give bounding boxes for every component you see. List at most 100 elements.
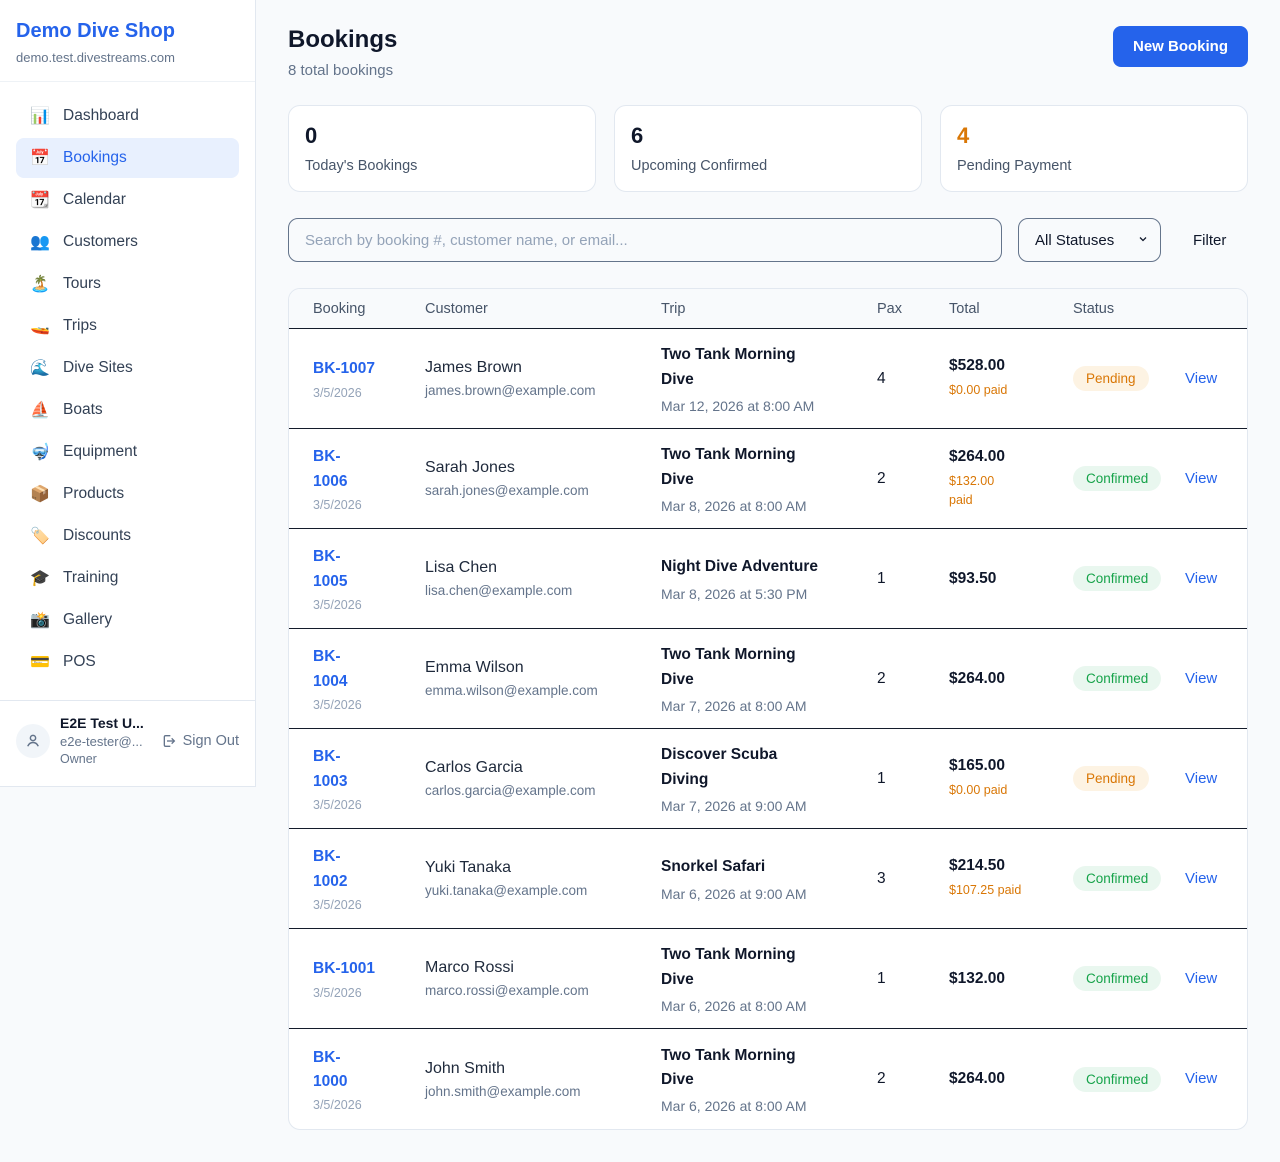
view-link[interactable]: View <box>1185 469 1218 487</box>
trip-name: Two Tank Morning Dive <box>661 446 796 488</box>
trip-datetime: Mar 7, 2026 at 8:00 AM <box>661 697 807 714</box>
booking-number-link[interactable]: BK- 1002 <box>313 848 348 890</box>
status-badge: Confirmed <box>1073 866 1162 891</box>
booking-date: 3/5/2026 <box>313 897 362 912</box>
sidebar-item-dashboard[interactable]: 📊 Dashboard <box>30 107 139 125</box>
sidebar-item-dive-sites[interactable]: 🌊 Dive Sites <box>30 359 133 377</box>
booking-number-link[interactable]: BK- 1006 <box>313 448 348 490</box>
booking-number-link[interactable]: BK-1007 <box>313 360 376 378</box>
logout-icon <box>163 734 175 747</box>
booking-number-link[interactable]: BK-1001 <box>313 960 376 978</box>
filter-button[interactable]: Filter <box>1193 231 1227 249</box>
sign-out-button[interactable]: Sign Out <box>161 733 239 749</box>
trip-datetime: Mar 8, 2026 at 8:00 AM <box>661 497 807 514</box>
booking-cell: BK- 1004 3/5/2026 <box>313 645 425 711</box>
table-controls: All Statuses Filter <box>288 218 1248 262</box>
view-link[interactable]: View <box>1185 869 1218 887</box>
pax-value: 1 <box>877 969 886 987</box>
sidebar-item-calendar[interactable]: 📆 Calendar <box>30 191 126 209</box>
sidebar-item-training[interactable]: 🎓 Training <box>30 569 119 587</box>
trip-name: Two Tank Morning Dive <box>661 1046 796 1088</box>
customer-cell: Emma Wilson emma.wilson@example.com <box>425 659 661 698</box>
booking-number-link[interactable]: BK- 1004 <box>313 648 348 690</box>
customer-name: James Brown <box>425 359 522 376</box>
customer-name: Marco Rossi <box>425 959 514 976</box>
trip-cell: Snorkel Safari Mar 6, 2026 at 9:00 AM <box>661 855 877 901</box>
trip-name: Two Tank Morning Dive <box>661 946 796 988</box>
customer-name: Sarah Jones <box>425 459 515 476</box>
customer-name: Yuki Tanaka <box>425 859 511 876</box>
sidebar-item-equipment[interactable]: 🤿 Equipment <box>30 443 138 461</box>
sidebar-item-products[interactable]: 📦 Products <box>30 485 125 503</box>
stat-card-upcoming-confirmed: 6 Upcoming Confirmed <box>614 105 922 192</box>
sidebar-item-pos[interactable]: 💳 POS <box>30 653 96 671</box>
calendar-icon: 📆 <box>30 192 50 209</box>
booking-cell: BK- 1005 3/5/2026 <box>313 545 425 611</box>
trip-cell: Two Tank Morning Dive Mar 12, 2026 at 8:… <box>661 343 877 413</box>
pax-value: 2 <box>877 669 886 687</box>
sidebar-item-boats[interactable]: ⛵ Boats <box>30 401 103 419</box>
booking-cell: BK- 1006 3/5/2026 <box>313 445 425 511</box>
customer-name: Emma Wilson <box>425 659 524 676</box>
sidebar-item-discounts[interactable]: 🏷️ Discounts <box>30 527 132 545</box>
booking-number-link[interactable]: BK- 1000 <box>313 1048 348 1090</box>
total-amount: $528.00 <box>949 357 1006 375</box>
customer-name: Lisa Chen <box>425 559 498 576</box>
booking-date: 3/5/2026 <box>313 1098 362 1113</box>
status-badge: Pending <box>1073 366 1149 391</box>
view-link[interactable]: View <box>1185 969 1218 987</box>
trip-name: Discover Scuba Diving <box>661 746 778 788</box>
sidebar-item-tours[interactable]: 🏝️ Tours <box>30 275 101 293</box>
page-title: Bookings <box>288 26 398 53</box>
boats-icon: ⛵ <box>30 402 50 419</box>
sidebar-item-gallery[interactable]: 📸 Gallery <box>30 611 113 629</box>
status-filter-select[interactable]: All Statuses <box>1018 218 1161 262</box>
view-link[interactable]: View <box>1185 769 1218 787</box>
sidebar-item-bookings[interactable]: 📅 Bookings <box>16 138 239 178</box>
trip-cell: Two Tank Morning Dive Mar 6, 2026 at 8:0… <box>661 943 877 1013</box>
page-header: Bookings 8 total bookings New Booking <box>288 26 1248 79</box>
stat-card-todays-bookings: 0 Today's Bookings <box>288 105 596 192</box>
total-amount: $264.00 <box>949 448 1006 466</box>
trip-datetime: Mar 6, 2026 at 8:00 AM <box>661 997 807 1014</box>
actions-cell: View <box>1185 1070 1223 1088</box>
search-input[interactable] <box>288 218 1002 262</box>
sidebar-item-trips[interactable]: 🚤 Trips <box>30 317 97 335</box>
column-header-trip: Trip <box>661 300 686 317</box>
booking-date: 3/5/2026 <box>313 497 362 512</box>
total-cell: $93.50 <box>949 570 1073 588</box>
sidebar-item-customers[interactable]: 👥 Customers <box>30 233 138 251</box>
column-header-booking: Booking <box>313 300 366 317</box>
stat-label: Upcoming Confirmed <box>631 158 768 174</box>
new-booking-button[interactable]: New Booking <box>1112 26 1248 67</box>
table-row: BK-1001 3/5/2026 Marco Rossi marco.rossi… <box>289 929 1247 1029</box>
status-cell: Confirmed <box>1073 666 1185 691</box>
total-cell: $214.50 $107.25 paid <box>949 857 1073 899</box>
trip-datetime: Mar 6, 2026 at 9:00 AM <box>661 885 807 902</box>
customer-cell: John Smith john.smith@example.com <box>425 1060 661 1099</box>
booking-date: 3/5/2026 <box>313 385 362 400</box>
status-badge: Confirmed <box>1073 966 1162 991</box>
booking-date: 3/5/2026 <box>313 597 362 612</box>
view-link[interactable]: View <box>1185 369 1218 387</box>
status-filter-wrap: All Statuses <box>1018 218 1161 262</box>
booking-cell: BK- 1000 3/5/2026 <box>313 1046 425 1112</box>
brand[interactable]: Demo Dive Shop demo.test.divestreams.com <box>0 0 255 82</box>
paid-amount: $107.25 paid <box>949 883 1022 898</box>
booking-number-link[interactable]: BK- 1005 <box>313 548 348 590</box>
trip-name: Two Tank Morning Dive <box>661 346 796 388</box>
total-cell: $264.00 <box>949 1070 1073 1088</box>
status-cell: Confirmed <box>1073 866 1185 891</box>
view-link[interactable]: View <box>1185 569 1218 587</box>
booking-number-link[interactable]: BK- 1003 <box>313 748 348 790</box>
customer-email: lisa.chen@example.com <box>425 583 573 598</box>
discounts-icon: 🏷️ <box>30 528 50 545</box>
status-cell: Pending <box>1073 766 1185 791</box>
trip-datetime: Mar 8, 2026 at 5:30 PM <box>661 585 808 602</box>
view-link[interactable]: View <box>1185 669 1218 687</box>
booking-cell: BK- 1002 3/5/2026 <box>313 845 425 911</box>
equipment-icon: 🤿 <box>30 444 50 461</box>
view-link[interactable]: View <box>1185 1070 1218 1087</box>
pax-value: 2 <box>877 1070 886 1087</box>
customer-cell: Yuki Tanaka yuki.tanaka@example.com <box>425 859 661 898</box>
